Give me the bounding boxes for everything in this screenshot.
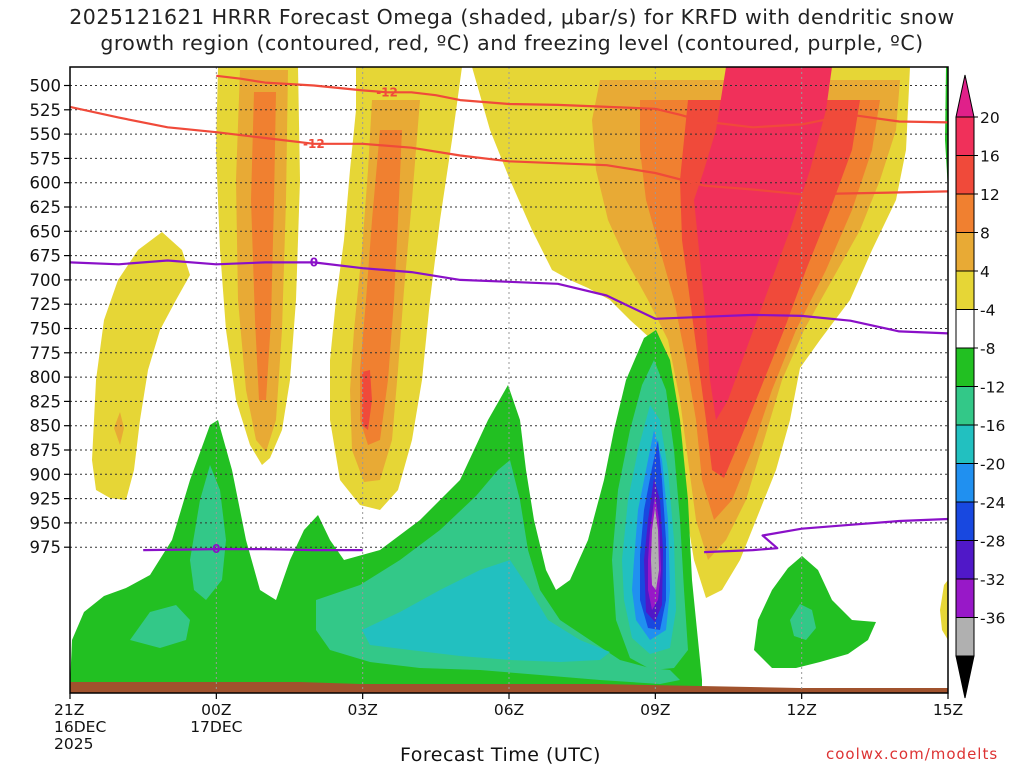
dgz-contour-label: -12	[376, 85, 398, 99]
y-tick-label: 725	[30, 295, 62, 314]
descent-region-main	[70, 330, 876, 693]
y-tick-label: 675	[30, 247, 62, 266]
ascent-band-12	[360, 130, 402, 445]
colorbar-band	[955, 617, 975, 657]
y-tick-label: 875	[30, 441, 62, 460]
ascent-region-far-left	[92, 232, 190, 500]
ascent-band-8	[114, 412, 124, 445]
colorbar-tick-label: 12	[980, 186, 1000, 204]
ascent-band-12	[251, 92, 276, 400]
freezing-level-contour-label: 0	[212, 542, 220, 556]
colorbar-tick-label: -8	[980, 340, 995, 358]
descent-band-4-right	[754, 556, 876, 668]
dgz-contour-line	[216, 74, 948, 129]
colorbar-tick-label: 4	[980, 263, 990, 281]
y-tick-label: 575	[30, 149, 62, 168]
ascent-band-20	[694, 67, 832, 420]
colorbar-tick-label: 20	[980, 109, 1000, 127]
ascent-edge-bottom-right	[940, 580, 948, 640]
grid-lines	[70, 67, 948, 693]
x-tick-label: 17DEC	[190, 718, 242, 736]
x-axis-label: Forecast Time (UTC)	[400, 744, 601, 766]
dgz-contour-line	[70, 105, 948, 196]
y-tick-label: 550	[30, 125, 62, 144]
colorbar-top-cap	[955, 74, 975, 118]
y-tick-label: 650	[30, 222, 62, 241]
colorbar-band	[955, 116, 975, 156]
y-tick-label: 500	[30, 77, 62, 96]
y-tick-label: 625	[30, 198, 62, 217]
freezing-level-contour-label: 0	[310, 255, 318, 269]
colorbar-band	[955, 540, 975, 580]
freezing-level-contour-line	[70, 259, 948, 335]
x-tick-label: 15Z	[933, 701, 963, 719]
colorbar-tick-label: -20	[980, 456, 1005, 474]
y-axis: 500 525 550 575 600 625 650 675 700 725 750 775 800 8…	[30, 77, 70, 557]
y-tick-label: 800	[30, 368, 62, 387]
contour-lines: -12 -12 0 0	[70, 74, 948, 556]
colorbar-bottom-cap	[955, 655, 975, 699]
colorbar-tick-label: -4	[980, 302, 995, 320]
y-tick-label: 950	[30, 514, 62, 533]
x-tick-label: 00Z	[201, 701, 231, 719]
colorbar-tick-label: 16	[980, 148, 1000, 166]
x-tick-label: 09Z	[640, 701, 670, 719]
y-tick-label: 925	[30, 490, 62, 509]
dgz-contour-label: -12	[303, 137, 325, 151]
colorbar-band	[955, 463, 975, 503]
y-tick-label: 825	[30, 392, 62, 411]
ascent-band-16	[362, 370, 372, 430]
colorbar-band	[955, 232, 975, 272]
title-line-2: growth region (contoured, red, ºC) and f…	[100, 31, 924, 55]
colorbar-band	[955, 424, 975, 464]
descent-band-8	[130, 605, 190, 648]
colorbar-tick-label: -28	[980, 533, 1005, 551]
ascent-region-left-plume	[216, 67, 300, 465]
freezing-level-contour-line	[143, 548, 363, 552]
colorbar-band	[955, 386, 975, 426]
y-tick-label: 750	[30, 320, 62, 339]
x-tick-label: 12Z	[786, 701, 816, 719]
y-tick-label: 975	[30, 538, 62, 557]
chart-title: 2025121621 HRRR Forecast Omega (shaded, …	[0, 4, 1024, 56]
colorbar-band	[955, 270, 975, 310]
colorbar-band	[955, 501, 975, 541]
title-line-1: 2025121621 HRRR Forecast Omega (shaded, …	[69, 5, 955, 29]
colorbar-band	[955, 347, 975, 387]
descent-band-8-right	[790, 604, 816, 640]
credit-link[interactable]: coolwx.com/modelts	[826, 745, 999, 763]
x-tick-label: 16DEC	[54, 718, 106, 736]
colorbar-tick-label: -24	[980, 494, 1005, 512]
colorbar-tick-label: -36	[980, 610, 1005, 628]
colorbar-band	[955, 578, 975, 618]
colorbar-tick-label: -16	[980, 417, 1005, 435]
freezing-level-contour-line	[704, 517, 948, 554]
descent-band-12	[362, 560, 610, 662]
y-tick-label: 850	[30, 417, 62, 436]
colorbar-tick-label: -12	[980, 379, 1005, 397]
colorbar-tick-label: -32	[980, 571, 1005, 589]
y-tick-label: 700	[30, 271, 62, 290]
colorbar: 20 16 12 8 4 -4 -8 -12 -16 -20 -24 -28 -32 -36	[955, 74, 1005, 699]
x-tick-label: 03Z	[347, 701, 377, 719]
colorbar-tick-label: 8	[980, 225, 990, 243]
x-tick-label: 21Z	[54, 701, 84, 719]
colorbar-band	[955, 309, 975, 349]
x-tick-label: 2025	[54, 735, 93, 753]
colorbar-band	[955, 155, 975, 195]
colorbar-band	[955, 193, 975, 233]
x-tick-label: 06Z	[494, 701, 524, 719]
y-tick-label: 600	[30, 174, 62, 193]
y-tick-label: 775	[30, 344, 62, 363]
y-tick-label: 525	[30, 101, 62, 120]
y-tick-label: 900	[30, 465, 62, 484]
